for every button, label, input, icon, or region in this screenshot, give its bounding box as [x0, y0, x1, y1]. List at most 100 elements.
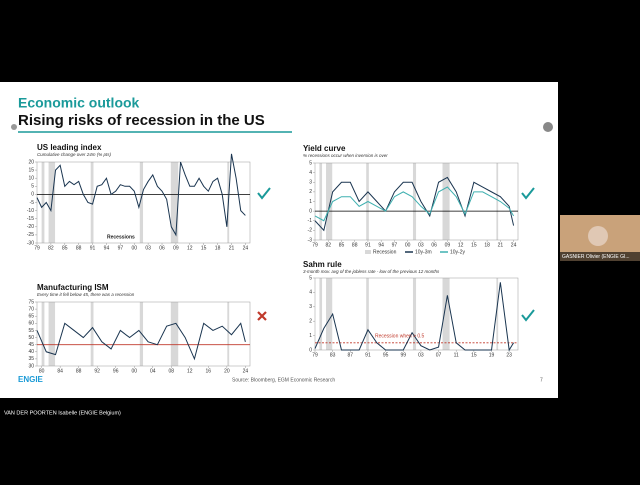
y-tick-label: 70	[28, 306, 34, 312]
x-tick-label: 09	[445, 242, 451, 248]
chart-title: Sahm rule	[303, 260, 342, 269]
series-line	[314, 176, 515, 232]
x-tick-label: 15	[471, 352, 477, 358]
x-tick-label: 85	[339, 242, 345, 248]
y-tick-label: -5	[30, 200, 35, 206]
y-tick-label: 5	[31, 184, 34, 190]
x-tick-label: 03	[145, 245, 151, 251]
recession-band	[90, 302, 94, 366]
y-tick-label: 65	[28, 314, 34, 320]
y-tick-label: 3	[309, 180, 312, 186]
series-line	[314, 186, 515, 222]
recession-band	[41, 302, 45, 366]
x-tick-label: 88	[352, 242, 358, 248]
y-tick-label: 55	[28, 328, 34, 334]
x-tick-label: 91	[365, 352, 371, 358]
y-tick-label: -10	[27, 208, 34, 214]
y-tick-label: 1	[309, 333, 312, 339]
y-tick-label: 1	[309, 199, 312, 205]
y-tick-label: -15	[27, 216, 34, 222]
x-tick-label: 24	[243, 368, 249, 374]
legend-label: Recession	[373, 249, 397, 255]
y-tick-label: 40	[28, 349, 34, 355]
participant-face	[588, 226, 608, 246]
x-tick-label: 96	[113, 368, 119, 374]
x-tick-label: 97	[118, 245, 124, 251]
x-tick-label: 15	[201, 245, 207, 251]
y-tick-label: 35	[28, 356, 34, 362]
recession-band	[319, 163, 323, 240]
recession-band	[41, 162, 45, 243]
recession-band	[412, 278, 417, 350]
x-tick-label: 00	[131, 245, 137, 251]
slide-heading: Economic outlook	[18, 95, 140, 111]
y-tick-label: -30	[27, 240, 34, 246]
recession-band	[496, 278, 499, 350]
x-tick-label: 79	[312, 242, 318, 248]
y-tick-label: 10	[28, 176, 34, 182]
annotation: Recession when > 0.5	[375, 333, 425, 339]
y-tick-label: 60	[28, 321, 34, 327]
x-tick-label: 03	[418, 242, 424, 248]
check-icon	[257, 187, 271, 200]
y-tick-label: -20	[27, 224, 34, 230]
x-tick-label: 08	[169, 368, 175, 374]
plot-frame	[314, 277, 519, 351]
check-icon	[521, 309, 535, 322]
recession-band	[366, 278, 369, 350]
x-tick-label: 80	[39, 368, 45, 374]
y-tick-label: 50	[28, 335, 34, 341]
legend-label: 10y-2y	[450, 249, 466, 255]
recession-band	[139, 162, 144, 243]
x-tick-label: 79	[34, 245, 40, 251]
x-tick-label: 15	[471, 242, 477, 248]
cross-icon	[257, 311, 267, 321]
y-tick-label: 20	[28, 159, 34, 165]
cursor-icon	[11, 124, 17, 130]
x-tick-label: 12	[458, 242, 464, 248]
y-tick-label: 4	[309, 170, 312, 176]
x-tick-label: 83	[330, 352, 336, 358]
chart-title: US leading index	[37, 143, 102, 152]
x-tick-label: 04	[150, 368, 156, 374]
x-tick-label: 87	[348, 352, 354, 358]
participant-name: VAN DER POORTEN Isabelle (ENGIE Belgium)	[4, 410, 121, 416]
x-tick-label: 09	[173, 245, 179, 251]
x-tick-label: 94	[104, 245, 110, 251]
y-tick-label: 15	[28, 167, 34, 173]
name-tag-bg	[560, 252, 640, 261]
legend-label: 10y-3m	[415, 249, 432, 255]
annotation: Recessions	[107, 234, 135, 240]
chart-title: Yield curve	[303, 144, 346, 153]
recession-band	[442, 278, 450, 350]
y-tick-label: -25	[27, 232, 34, 238]
x-tick-label: 21	[498, 242, 504, 248]
x-tick-label: 88	[76, 368, 82, 374]
series-line	[314, 282, 515, 352]
x-tick-label: 00	[131, 368, 137, 374]
y-tick-label: 3	[309, 304, 312, 310]
participant-name: GASNIER Olivier (ENGIE GI...	[562, 254, 630, 260]
x-tick-label: 03	[418, 352, 424, 358]
y-tick-label: 5	[309, 275, 312, 281]
x-tick-label: 82	[325, 242, 331, 248]
x-tick-label: 18	[215, 245, 221, 251]
x-tick-label: 00	[405, 242, 411, 248]
x-tick-label: 97	[392, 242, 398, 248]
x-tick-label: 85	[62, 245, 68, 251]
x-tick-label: 19	[489, 352, 495, 358]
x-tick-label: 82	[48, 245, 54, 251]
x-tick-label: 06	[159, 245, 165, 251]
legend-swatch	[365, 250, 371, 254]
avatar-icon	[543, 122, 553, 132]
x-tick-label: 24	[243, 245, 249, 251]
recession-band	[227, 302, 230, 366]
x-tick-label: 12	[187, 245, 193, 251]
chart-title: Manufacturing ISM	[37, 283, 109, 292]
plot-frame	[36, 301, 251, 367]
x-tick-label: 12	[187, 368, 193, 374]
x-tick-label: 95	[383, 352, 389, 358]
x-tick-label: 23	[506, 352, 512, 358]
